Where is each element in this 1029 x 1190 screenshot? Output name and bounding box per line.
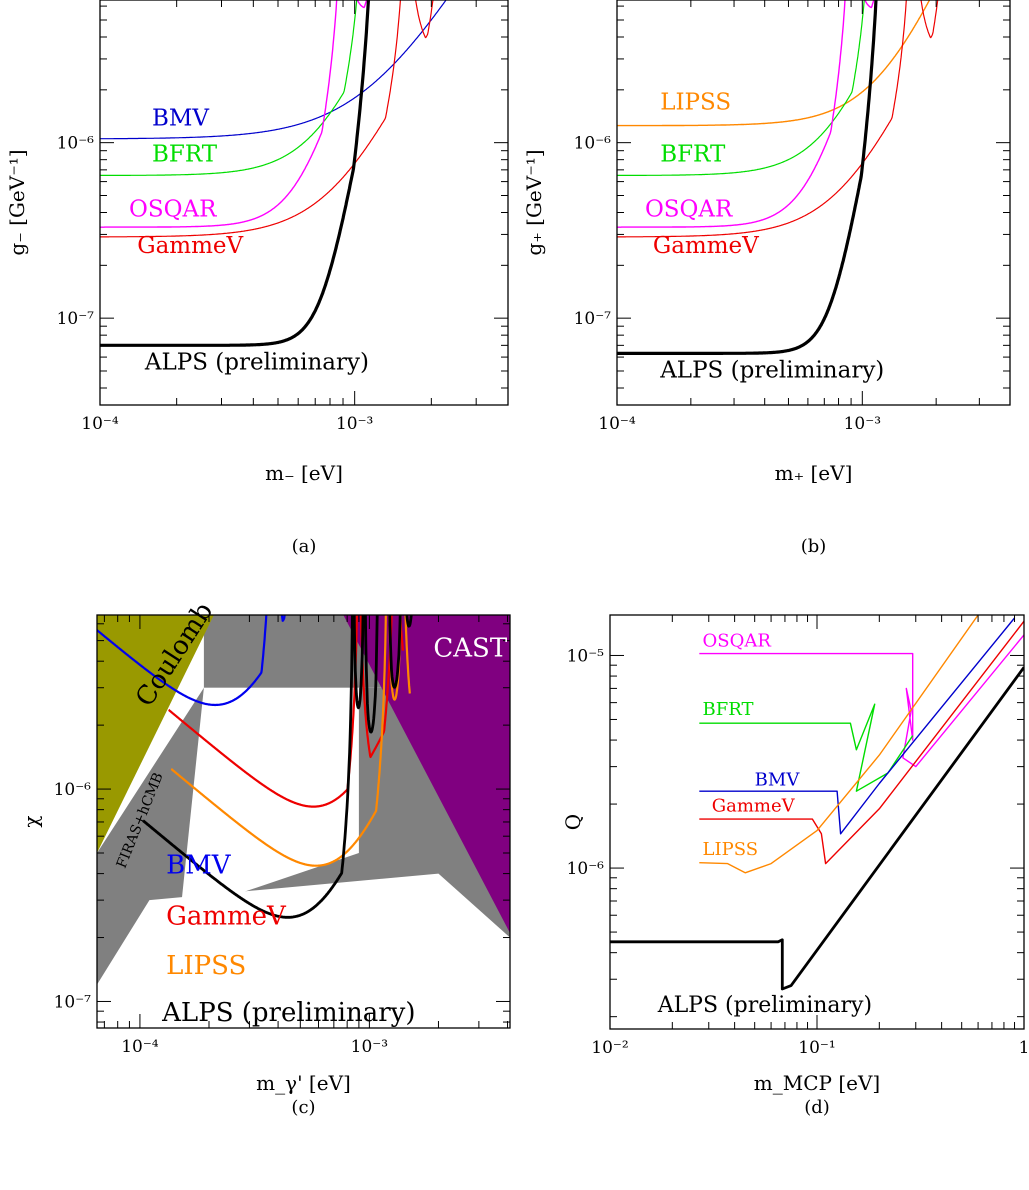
series-label: ALPS (preliminary) (657, 993, 872, 1018)
x-axis-label: m_MCP [eV] (754, 1071, 880, 1095)
series-label: OSQAR (129, 196, 217, 222)
series-label: ALPS (preliminary) (659, 357, 884, 383)
series-label: BFRT (703, 699, 754, 720)
region-coulomb (97, 615, 214, 854)
plot-area (610, 615, 1024, 991)
series-bmv (97, 615, 286, 707)
y-axis-label: g₋ [GeV⁻¹] (5, 149, 29, 255)
series-label: BMV (755, 769, 801, 790)
series-label: GammeV (137, 233, 243, 259)
series-alps-preliminary- (617, 0, 878, 355)
x-axis-label: m₋ [eV] (265, 461, 343, 485)
plot-frame (609, 614, 1025, 1030)
y-tick-label: 10⁻⁷ (54, 992, 92, 1012)
series-gammev (100, 0, 434, 238)
series-osqar (100, 0, 368, 228)
series-label: GammeV (166, 902, 287, 932)
plot-area (100, 0, 447, 347)
panel-caption: (a) (292, 536, 317, 557)
plot-area (97, 615, 510, 985)
x-tick-label: 10⁻³ (336, 414, 373, 434)
y-tick-label: 10⁻⁶ (574, 134, 612, 154)
series-label: CAST (433, 634, 507, 664)
series-label: GammeV (653, 233, 759, 259)
x-tick-label: 10⁻⁴ (81, 414, 119, 434)
series-label: BFRT (660, 142, 726, 168)
x-tick-label: 10⁻³ (351, 1037, 388, 1057)
x-tick-label: 10⁻¹ (798, 1038, 835, 1058)
series-label: ALPS (preliminary) (161, 998, 415, 1028)
series-gammev (617, 0, 939, 238)
series-lipss (617, 0, 931, 127)
series-label: LIPSS (660, 89, 731, 115)
y-tick-label: 10⁻⁶ (54, 780, 92, 800)
panel-c: 10⁻⁴ 10⁻³ 10⁻⁷ 10⁻⁶ m_γ' [eV] χ BMV GammeV LIPSS… (19, 597, 511, 1118)
series-label: BFRT (152, 142, 218, 168)
series-label: OSQAR (645, 196, 733, 222)
y-tick-label: 10⁻⁶ (567, 859, 605, 879)
x-tick-label: 10⁻⁴ (598, 414, 636, 434)
series-label: ALPS (preliminary) (144, 349, 369, 375)
series-label: BMV (152, 106, 209, 132)
y-axis-label: g₊ [GeV⁻¹] (522, 149, 546, 255)
series-lipss (699, 615, 979, 874)
y-axis-label: χ (19, 815, 43, 827)
panel-d: 10⁻² 10⁻¹ 1 10⁻⁶ 10⁻⁵ m_MCP [eV] Q OSQAR BFRT BMV… (561, 614, 1029, 1118)
panel-caption: (d) (804, 1097, 830, 1118)
region-cast (343, 615, 510, 934)
allowed-region (180, 687, 359, 914)
panel-b: 10⁻⁴ 10⁻³ 10⁻⁷ 10⁻⁶ m₊ [eV] g₊ [GeV⁻¹] LIPSS BF… (522, 0, 1011, 557)
y-axis-label: Q (561, 814, 585, 830)
series-bfrt (100, 0, 358, 176)
x-axis-label: m_γ' [eV] (256, 1071, 351, 1095)
panel-caption: (c) (291, 1097, 315, 1118)
x-tick-label: 10⁻⁴ (121, 1037, 159, 1057)
series-osqar (617, 0, 875, 228)
series-alps-preliminary- (100, 0, 371, 347)
panel-a: 10⁻⁴ 10⁻³ 10⁻⁷ 10⁻⁶ m₋ [eV] g₋ [GeV⁻¹] BMV BFRT… (5, 0, 509, 557)
series-label: OSQAR (703, 631, 772, 652)
panel-caption: (b) (801, 536, 827, 557)
series-gammev (699, 620, 1024, 865)
series-lipss (170, 615, 411, 867)
y-tick-label: 10⁻⁵ (567, 646, 605, 666)
series-alps-preliminary- (610, 666, 1024, 991)
x-tick-label: 1 (1019, 1038, 1029, 1058)
y-tick-label: 10⁻⁷ (574, 309, 612, 329)
series-bmv (699, 617, 1016, 835)
y-tick-label: 10⁻⁶ (57, 134, 95, 154)
plot-frame (99, 0, 509, 406)
x-axis-label: m₊ [eV] (775, 461, 853, 485)
series-label: LIPSS (703, 839, 759, 860)
series-alps-preliminary- (142, 615, 413, 919)
plot-area (617, 0, 939, 355)
plot-frame (616, 0, 1011, 406)
series-label: GammeV (712, 795, 796, 816)
y-tick-label: 10⁻⁷ (57, 309, 95, 329)
series-gammev (167, 615, 404, 808)
series-label: LIPSS (166, 951, 246, 981)
x-tick-label: 10⁻³ (844, 414, 881, 434)
series-label: BMV (166, 851, 232, 881)
series-bfrt (617, 0, 865, 176)
series-bmv (100, 0, 447, 140)
x-tick-label: 10⁻² (591, 1038, 628, 1058)
